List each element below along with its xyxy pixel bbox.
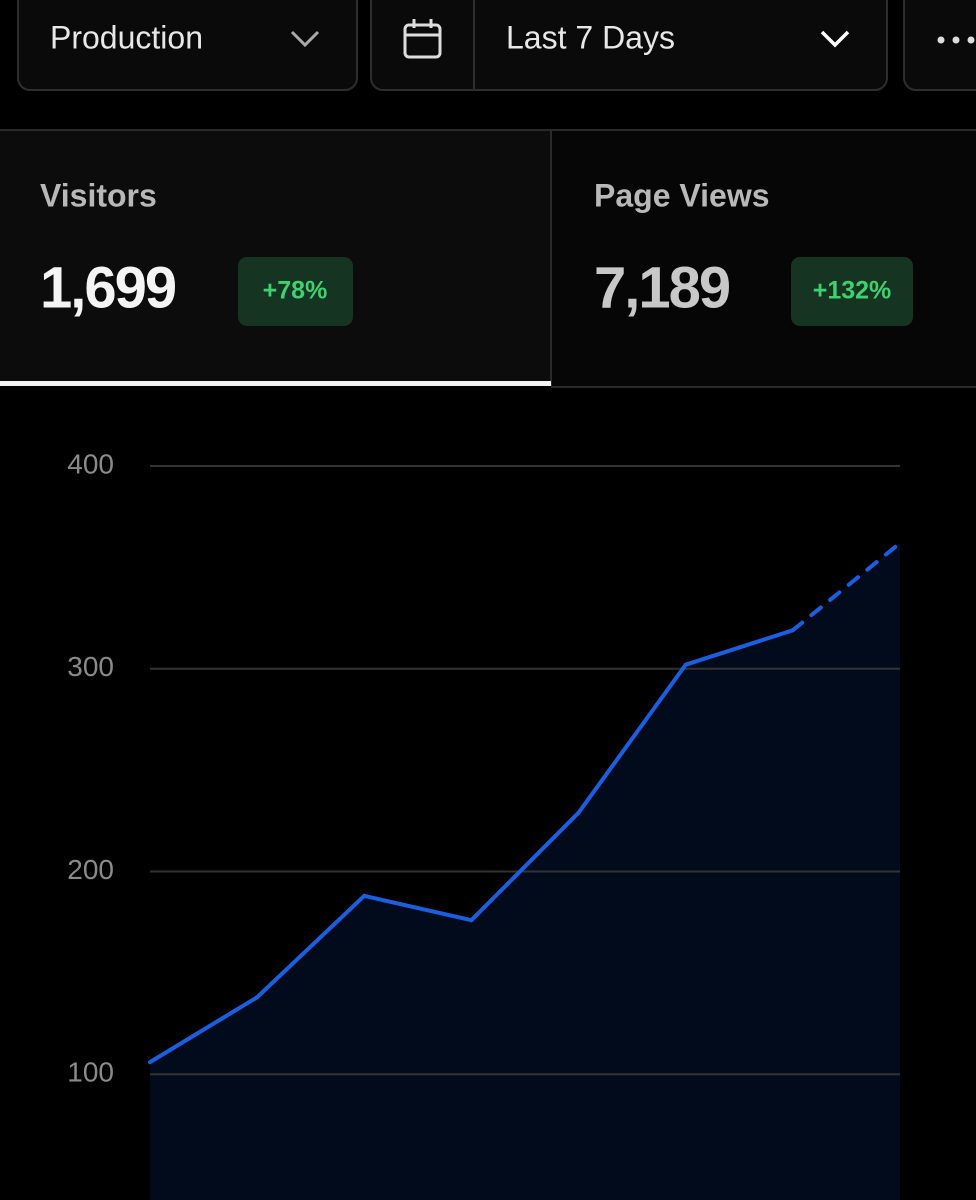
range-select[interactable] [370, 0, 888, 91]
line-segment [576, 662, 688, 815]
chevron-icon [820, 30, 850, 48]
metric-change: +78% [263, 277, 328, 305]
metric-change: +132% [813, 277, 892, 305]
chevron-icon [290, 30, 320, 48]
line-segment [683, 628, 795, 667]
chart: 100 200 300 400 [67, 448, 902, 1200]
environment-label: Production [50, 19, 203, 55]
metric-label: Page Views [594, 177, 770, 213]
calendar-icon[interactable] [403, 19, 442, 59]
more-icon [937, 36, 975, 44]
metric-value: 1,699 [40, 255, 176, 320]
y-tick-label: 300 [67, 651, 114, 682]
line-segment [362, 893, 474, 923]
line-segment-projected [790, 541, 902, 633]
range-label: Last 7 Days [506, 19, 675, 55]
environment-select[interactable] [17, 0, 358, 91]
change-badge [791, 257, 913, 326]
change-badge [238, 257, 353, 326]
y-tick-label: 200 [67, 854, 114, 885]
metric-label: Visitors [40, 177, 157, 213]
active-tab-indicator [0, 381, 551, 386]
line-segment [469, 810, 581, 923]
y-tick-label: 100 [67, 1057, 114, 1088]
metric-value: 7,189 [594, 255, 730, 320]
more-button[interactable] [903, 0, 976, 91]
y-tick-label: 400 [67, 448, 114, 479]
line-segment [148, 995, 260, 1065]
line-segment [255, 893, 367, 1000]
